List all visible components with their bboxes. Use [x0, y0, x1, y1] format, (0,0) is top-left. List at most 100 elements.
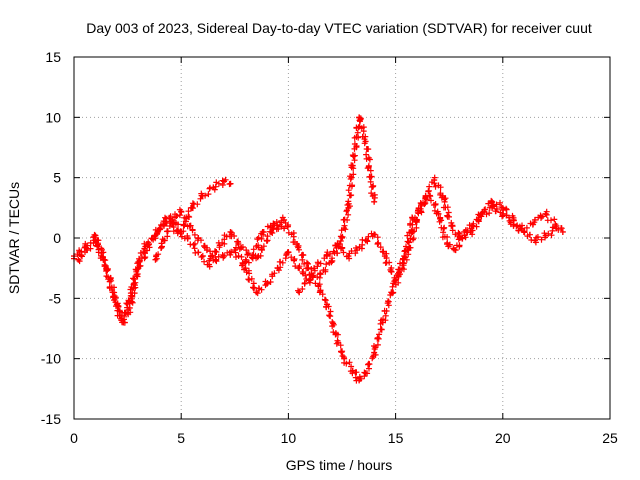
data-point: [274, 265, 281, 272]
series-4: [242, 174, 566, 384]
data-point: [315, 283, 322, 290]
x-tick-label: 5: [177, 430, 185, 446]
data-point: [334, 241, 341, 248]
y-tick-label: 0: [53, 230, 61, 246]
x-axis-label: GPS time / hours: [286, 457, 393, 473]
data-point: [178, 208, 185, 215]
y-tick-label: 15: [45, 49, 61, 65]
data-point: [531, 237, 538, 244]
data-point: [444, 241, 451, 248]
data-point: [242, 259, 249, 266]
data-point: [221, 253, 228, 260]
data-point: [332, 331, 339, 338]
series-5: [295, 192, 560, 296]
data-point: [388, 289, 395, 296]
y-tick-labels: -15 -10 -5 0 5 10 15: [41, 49, 61, 427]
x-tick-label: 25: [602, 430, 618, 446]
y-tick-label: -10: [41, 351, 61, 367]
data-point: [184, 235, 191, 241]
data-point: [210, 184, 217, 191]
data-point: [109, 289, 116, 296]
data-point: [255, 253, 262, 260]
data-point: [231, 247, 238, 254]
x-tick-label: 0: [70, 430, 78, 446]
data-point: [101, 256, 108, 263]
x-tick-labels: 0 5 10 15 20 25: [70, 430, 618, 446]
data-point: [323, 253, 330, 260]
data-point: [259, 228, 266, 235]
data-point: [542, 232, 549, 239]
data-point: [392, 277, 399, 284]
data-point: [431, 177, 438, 184]
series-4-markers: [242, 174, 565, 384]
data-point: [227, 180, 234, 187]
data-point: [152, 232, 159, 239]
data-point: [349, 162, 356, 169]
data-point: [216, 242, 223, 249]
data-point: [118, 317, 125, 324]
data-point: [186, 222, 193, 229]
data-point: [418, 201, 425, 208]
data-point: [311, 265, 318, 272]
data-point: [83, 247, 90, 254]
data-point: [152, 256, 159, 263]
data-point: [439, 192, 446, 199]
data-point: [293, 241, 300, 248]
data-point: [212, 256, 219, 263]
data-point: [296, 289, 303, 296]
data-point: [435, 210, 442, 217]
x-tick-label: 15: [388, 430, 404, 446]
data-point: [478, 210, 485, 217]
y-tick-label: -5: [49, 290, 62, 306]
data-point: [281, 216, 288, 223]
data-point: [323, 301, 330, 308]
data-point: [306, 277, 313, 284]
data-point: [341, 355, 348, 362]
data-point: [356, 114, 363, 121]
series-3-markers: [153, 114, 378, 297]
data-point: [489, 198, 496, 205]
data-point: [304, 265, 311, 272]
data-point: [221, 178, 228, 185]
data-point: [199, 192, 206, 199]
x-tick-label: 20: [495, 430, 511, 446]
data-point: [401, 253, 408, 260]
data-point: [253, 289, 260, 296]
data-point: [362, 138, 369, 145]
y-tick-label: -15: [41, 411, 61, 427]
series-2: [75, 214, 288, 326]
data-point: [362, 237, 369, 244]
series-2-markers: [76, 214, 285, 326]
data-point: [75, 256, 82, 263]
data-point: [195, 235, 202, 241]
data-point: [268, 228, 275, 235]
data-point: [173, 227, 180, 234]
data-point: [195, 249, 202, 256]
data-point: [163, 215, 170, 222]
data-point: [371, 231, 378, 238]
data-point: [452, 247, 459, 254]
data-point: [345, 204, 352, 211]
data-point: [362, 370, 369, 377]
series-5-markers: [295, 192, 556, 296]
data-point: [92, 237, 99, 244]
data-point: [469, 222, 476, 229]
data-point: [242, 265, 249, 272]
data-point: [317, 271, 324, 278]
data-point: [238, 244, 245, 251]
x-tick-label: 10: [281, 430, 297, 446]
data-point: [553, 225, 560, 232]
data-point: [559, 228, 566, 235]
y-tick-label: 5: [53, 170, 61, 186]
data-point: [203, 247, 210, 254]
data-point: [461, 228, 468, 235]
data-point: [356, 377, 363, 384]
data-point: [143, 241, 150, 248]
data-point: [349, 367, 356, 374]
data-point: [521, 228, 528, 235]
data-point: [328, 259, 335, 266]
data-point: [248, 254, 255, 261]
data-point: [206, 261, 213, 268]
data-point: [281, 225, 288, 232]
